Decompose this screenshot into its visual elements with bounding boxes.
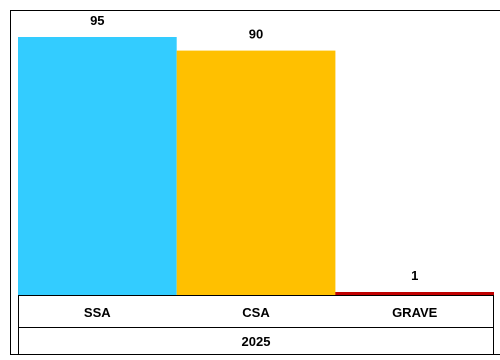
value-label-ssa: 95	[90, 13, 104, 28]
category-label-ssa: SSA	[84, 305, 111, 320]
group-label: 2025	[242, 334, 271, 349]
category-label-grave: GRAVE	[392, 305, 438, 320]
bar-grave	[335, 292, 494, 295]
value-label-grave: 1	[411, 268, 418, 283]
category-labels-layer: SSA CSA GRAVE	[84, 305, 438, 320]
value-label-csa: 90	[249, 27, 263, 42]
bar-csa	[177, 51, 336, 295]
category-label-csa: CSA	[242, 305, 270, 320]
bar-ssa	[18, 37, 177, 295]
category-axis-table: 2025	[18, 295, 494, 355]
bars-layer	[18, 37, 494, 295]
